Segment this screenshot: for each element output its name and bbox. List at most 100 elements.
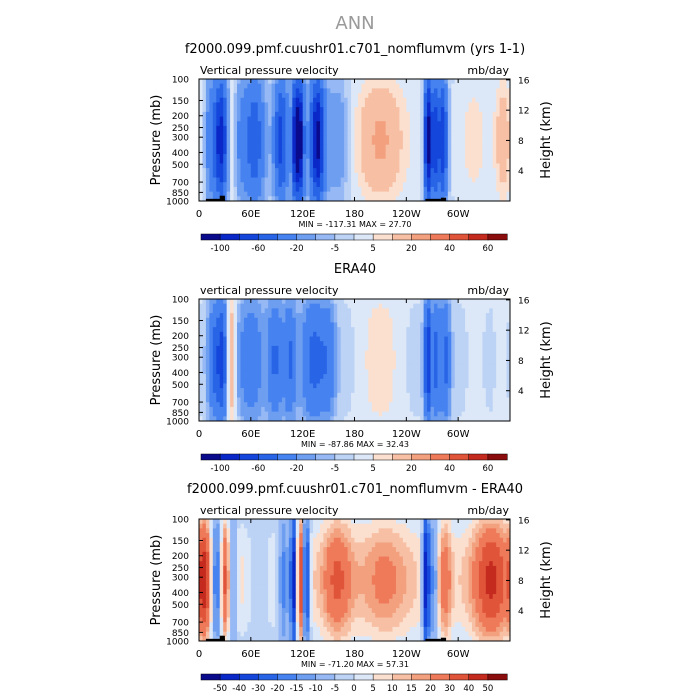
heatmap-cell	[299, 313, 304, 319]
heatmap-cell	[371, 299, 376, 305]
heatmap-cell	[285, 140, 290, 146]
heatmap-cell	[409, 149, 414, 155]
heatmap-cell	[340, 519, 345, 525]
heatmap-cell	[427, 317, 431, 323]
heatmap-cell	[482, 364, 487, 370]
heatmap-cell	[264, 406, 269, 413]
heatmap-cell	[319, 383, 324, 389]
heatmap-cell	[268, 392, 272, 398]
heatmap-cell	[444, 144, 449, 150]
heatmap-cell	[257, 355, 262, 361]
heatmap-cell	[330, 519, 335, 525]
heatmap-cell	[416, 345, 421, 352]
heatmap-cell	[257, 360, 262, 366]
heatmap-cell	[461, 327, 466, 333]
heatmap-cell	[295, 378, 300, 384]
heatmap-cell	[427, 186, 431, 193]
panel-right-label: mb/day	[467, 64, 509, 77]
heatmap-cell	[382, 111, 386, 117]
heatmap-cell	[199, 322, 203, 328]
heatmap-cell	[313, 378, 317, 384]
heatmap-cell	[406, 182, 411, 188]
heatmap-cell	[199, 186, 203, 193]
heatmap-cell	[199, 154, 203, 160]
heatmap-cell	[444, 345, 449, 352]
heatmap-cell	[496, 93, 501, 99]
heatmap-cell	[319, 121, 324, 127]
heatmap-cell	[447, 135, 452, 141]
colorbar-swatch	[258, 233, 279, 241]
heatmap-cell	[382, 172, 386, 178]
heatmap-cell	[285, 158, 290, 164]
heatmap-cell	[454, 374, 459, 380]
heatmap-cell	[368, 519, 373, 525]
heatmap-cell	[496, 388, 501, 394]
heatmap-cell	[399, 411, 404, 417]
heatmap-cell	[478, 102, 483, 108]
heatmap-cell	[257, 158, 262, 164]
heatmap-cell	[275, 83, 279, 89]
heatmap-cell	[440, 83, 445, 89]
heatmap-cell	[250, 378, 255, 384]
heatmap-cell	[330, 313, 335, 319]
heatmap-cell	[444, 416, 449, 422]
heatmap-cell	[413, 392, 418, 398]
heatmap-cell	[288, 360, 293, 366]
heatmap-cell	[330, 350, 335, 356]
heatmap-cell	[302, 317, 307, 323]
heatmap-cell	[364, 111, 369, 117]
heatmap-cell	[499, 345, 504, 352]
heatmap-cell	[351, 322, 355, 328]
heatmap-cell	[333, 397, 338, 403]
heatmap-cell	[409, 191, 414, 197]
heatmap-cell	[285, 360, 290, 366]
heatmap-cell	[368, 144, 373, 150]
heatmap-cell	[437, 182, 442, 188]
heatmap-cell	[413, 322, 418, 328]
heatmap-cell	[243, 144, 248, 150]
heatmap-cell	[437, 163, 442, 169]
heatmap-cell	[205, 154, 210, 160]
heatmap-cell	[233, 154, 238, 160]
heatmap-cell	[295, 83, 300, 89]
heatmap-cell	[364, 299, 369, 305]
heatmap-cell	[482, 125, 487, 132]
heatmap-cell	[216, 411, 221, 417]
heatmap-cell	[333, 406, 338, 413]
heatmap-cell	[202, 345, 207, 352]
heatmap-cell	[309, 383, 314, 389]
heatmap-cell	[444, 182, 449, 188]
heatmap-cell	[337, 97, 342, 103]
heatmap-cell	[492, 308, 497, 314]
heatmap-cell	[254, 378, 259, 384]
heatmap-cell	[444, 186, 449, 193]
heatmap-cell	[499, 177, 504, 183]
heatmap-cell	[357, 416, 362, 422]
heatmap-cell	[482, 402, 487, 408]
heatmap-cell	[319, 345, 324, 352]
heatmap-cell	[243, 322, 248, 328]
heatmap-cell	[243, 341, 248, 347]
heatmap-cell	[489, 383, 494, 389]
heatmap-cell	[243, 364, 248, 370]
heatmap-cell	[219, 388, 224, 394]
heatmap-cell	[503, 369, 507, 375]
heatmap-cell	[219, 186, 224, 193]
colorbar-swatch	[353, 453, 374, 461]
heatmap-cell	[416, 163, 421, 169]
heatmap-cell	[316, 341, 321, 347]
heatmap-cell	[275, 519, 279, 525]
heatmap-cell	[392, 102, 397, 108]
heatmap-cell	[212, 107, 217, 113]
heatmap-cell	[402, 154, 407, 160]
heatmap-cell	[219, 102, 224, 108]
heatmap-cell	[423, 341, 428, 347]
heatmap-cell	[202, 97, 207, 103]
heatmap-cell	[503, 322, 507, 328]
heatmap-cell	[271, 313, 276, 319]
heatmap-cell	[285, 303, 290, 309]
heatmap-cell	[354, 93, 359, 99]
heatmap-cell	[212, 163, 217, 169]
heatmap-cell	[458, 111, 463, 117]
heatmap-cell	[458, 345, 463, 352]
